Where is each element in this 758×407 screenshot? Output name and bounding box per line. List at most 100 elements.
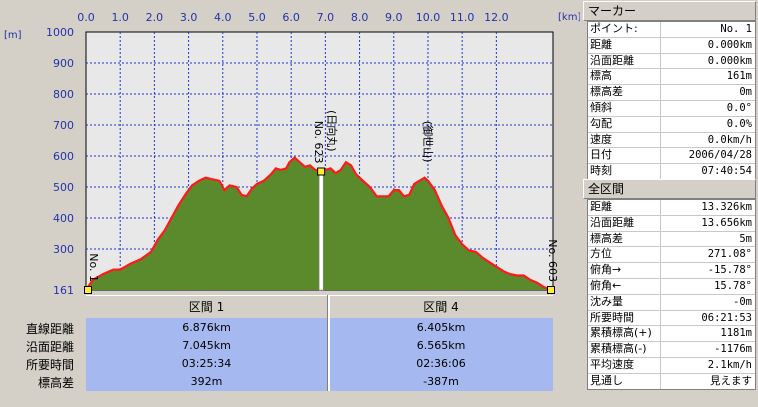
y-tick-label: 1000: [46, 26, 74, 39]
total_panel-row: 距離 13.326km: [588, 200, 755, 216]
row-key: 標高: [588, 69, 661, 85]
elevation-chart[interactable]: 0.0 1.0 2.0 3.0 4.0 5.0 6.0 7.0 8.0 9.0 10.0 11.0 12…: [0, 0, 580, 407]
x-tick-label: 9.0: [385, 11, 403, 24]
row-value: 0m: [739, 86, 752, 99]
section-1-values: 6.876km 7.045km 03:25:34 392m: [86, 318, 327, 392]
row-label-straight: 直線距離: [25, 322, 74, 336]
marker-label: No. 1: [87, 253, 100, 282]
marker_panel-row: 傾斜 0.0°: [588, 100, 755, 117]
x-tick-label: 1.0: [111, 11, 129, 24]
y-tick-label: 300: [53, 243, 74, 256]
total_panel-row: 沈み量 -0m: [588, 294, 755, 311]
row-key: 距離: [588, 37, 661, 53]
row-value: 07:40:54: [701, 165, 752, 178]
marker_panel-row: 沿面距離 0.000km: [588, 53, 755, 70]
total_panel-row: 所要時間 06:21:53: [588, 310, 755, 327]
row-label-surface: 沿面距離: [25, 340, 74, 354]
row-key: 所要時間: [588, 310, 661, 326]
marker-label: No. 603: [546, 239, 559, 282]
marker-point[interactable]: [317, 167, 326, 176]
total-table: 距離 13.326km 沿面距離 13.656km 標高差 5m 方位 271.08° 俯角→ -…: [587, 199, 756, 390]
x-unit-label: [km]: [558, 12, 580, 23]
total_panel-row: 平均速度 2.1km/h: [588, 357, 755, 374]
s1-time: 03:25:34: [181, 357, 232, 370]
y-tick-label: 400: [53, 212, 74, 225]
row-value: 13.656km: [701, 216, 752, 229]
s1-straight: 6.876km: [182, 321, 231, 334]
x-tick-label: 10.0: [416, 11, 441, 24]
row-value: 15.78°: [714, 279, 752, 292]
row-value: 0.0%: [726, 117, 752, 130]
row-key: 平均速度: [588, 357, 661, 373]
total_panel-row: 方位 271.08°: [588, 247, 755, 264]
section-4-values: 6.405km 6.565km 02:36:06 -387m: [329, 318, 553, 392]
total_panel-row: 沿面距離 13.656km: [588, 215, 755, 232]
row-key: 傾斜: [588, 100, 661, 116]
row-value: 0.0km/h: [707, 133, 752, 146]
x-tick-label: 8.0: [351, 11, 369, 24]
elevation-plot[interactable]: 0.0 1.0 2.0 3.0 4.0 5.0 6.0 7.0 8.0 9.0 10.0 11.0 12…: [0, 0, 580, 295]
elevation-line: [85, 156, 554, 292]
marker-line[interactable]: [318, 171, 324, 291]
y-unit-label: [m]: [4, 30, 22, 41]
row-key: 俯角→: [588, 263, 661, 278]
total-panel-title: 全区間: [583, 179, 756, 199]
row-value: 0.000km: [707, 38, 752, 51]
total_panel-row: 見通し 見えます: [588, 373, 755, 389]
marker-point[interactable]: [84, 286, 92, 294]
row-value: 2.1km/h: [707, 358, 752, 371]
row-value: 2006/04/28: [688, 149, 752, 162]
total_panel-row: 俯角← 15.78°: [588, 278, 755, 295]
marker_panel-row: 勾配 0.0%: [588, 116, 755, 133]
y-tick-label: 600: [53, 150, 74, 163]
y-tick-label: 900: [53, 57, 74, 70]
y-tick-label: 500: [53, 181, 74, 194]
y-min-label: 161: [53, 284, 74, 295]
row-key: 勾配: [588, 116, 661, 132]
row-key: 沿面距離: [588, 53, 661, 69]
row-key: 沿面距離: [588, 215, 661, 231]
marker-point[interactable]: [547, 286, 555, 294]
row-value: -0m: [733, 295, 752, 308]
row-value: 見えます: [710, 374, 752, 387]
x-tick-label: 7.0: [317, 11, 335, 24]
section-4-header[interactable]: 区間 4: [423, 300, 459, 314]
marker-table: ポイント: No. 1 距離 0.000km 沿面距離 0.000km 標高 161m 標高差 0…: [587, 21, 756, 180]
s1-surface: 7.045km: [182, 339, 231, 352]
section-header: 区間 1 区間 4: [86, 295, 553, 319]
row-key: 標高差: [588, 85, 661, 100]
row-value: 271.08°: [707, 248, 752, 261]
s4-surface: 6.565km: [416, 339, 466, 352]
row-key: 見通し: [588, 373, 661, 389]
marker_panel-row: 速度 0.0km/h: [588, 132, 755, 149]
row-key: ポイント:: [588, 22, 661, 37]
x-tick-label: 2.0: [146, 11, 164, 24]
row-value: 161m: [726, 70, 752, 83]
row-key: 距離: [588, 200, 661, 215]
x-tick-label: 6.0: [282, 11, 300, 24]
x-tick-label: 11.0: [450, 11, 475, 24]
row-key: 方位: [588, 247, 661, 263]
x-tick-label: 3.0: [180, 11, 198, 24]
marker_panel-row: 距離 0.000km: [588, 37, 755, 54]
marker_panel-row: 時刻 07:40:54: [588, 164, 755, 179]
row-value: 13.326km: [701, 201, 752, 213]
marker_panel-row: 標高 161m: [588, 69, 755, 86]
total-panel: 全区間 距離 13.326km 沿面距離 13.656km 標高差 5m 方位 271.08°…: [583, 179, 756, 390]
marker_panel-row: 日付 2006/04/28: [588, 148, 755, 165]
row-key: 累積標高(+): [588, 326, 661, 342]
row-key: 累積標高(-): [588, 342, 661, 357]
row-key: 沈み量: [588, 294, 661, 310]
section-1-header[interactable]: 区間 1: [188, 300, 225, 314]
marker_panel-row: 標高差 0m: [588, 85, 755, 101]
row-key: 時刻: [588, 164, 661, 179]
row-value: -15.78°: [707, 264, 752, 277]
row-value: 0.000km: [707, 54, 752, 67]
row-value: 5m: [739, 232, 752, 245]
total_panel-row: 累積標高(+) 1181m: [588, 326, 755, 343]
total_panel-row: 標高差 5m: [588, 231, 755, 248]
row-value: 1181m: [720, 327, 752, 340]
section-values: 6.876km 7.045km 03:25:34 392m 6.405km 6.…: [86, 318, 553, 391]
x-tick-label: 12.0: [484, 11, 509, 24]
section-divider[interactable]: [327, 295, 330, 391]
